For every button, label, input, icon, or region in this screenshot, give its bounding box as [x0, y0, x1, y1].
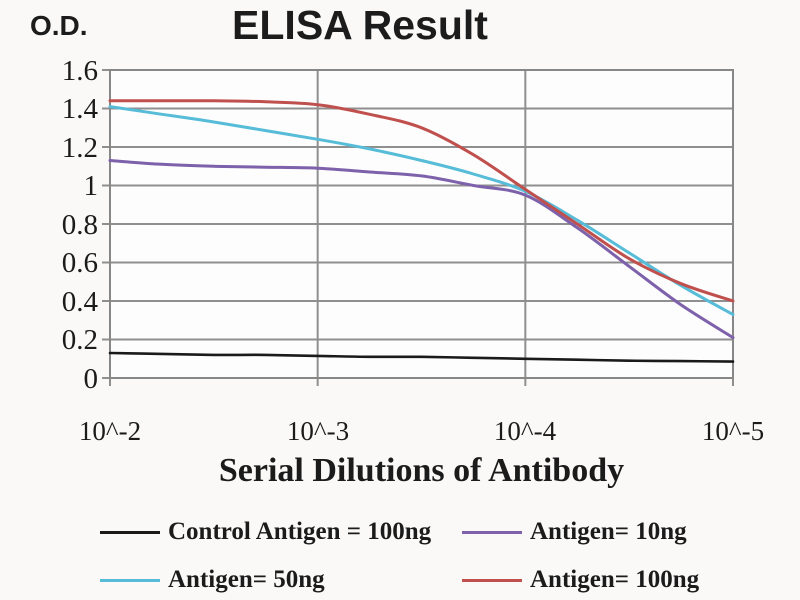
x-axis-title: Serial Dilutions of Antibody: [218, 452, 625, 489]
x-tick-label: 10^-4: [493, 416, 557, 446]
y-tick-label: 0.8: [61, 209, 98, 241]
chart-title: ELISA Result: [232, 2, 488, 48]
legend-item-control-antigen: Control Antigen = 100ng: [100, 517, 431, 547]
series-line-antigen-50ng: [108, 105, 735, 316]
legend-line-swatch: [462, 578, 522, 582]
y-tick-label: 0.6: [61, 247, 98, 279]
y-tick-label: 0: [83, 363, 99, 395]
y-tick-label: 1.6: [61, 55, 98, 87]
legend-label: Control Antigen = 100ng: [168, 518, 432, 545]
legend-line-swatch: [100, 530, 160, 534]
y-tick-label: 1: [83, 170, 99, 202]
legend-line-swatch: [100, 578, 160, 582]
x-tick-label: 10^-3: [286, 416, 350, 446]
legend-item-antigen-10ng: Antigen= 10ng: [462, 517, 687, 547]
x-tick-label: 10^-5: [701, 416, 765, 446]
legend-label: Antigen= 50ng: [168, 566, 325, 593]
legend-line-swatch: [462, 530, 522, 534]
legend-item-antigen-100ng: Antigen= 100ng: [462, 565, 699, 595]
legend-label: Antigen= 100ng: [530, 566, 700, 593]
y-tick-label: 0.4: [61, 286, 98, 318]
x-tick-label: 10^-2: [78, 416, 142, 446]
series-line-control-antigen-100ng: [108, 351, 735, 363]
y-tick-label: 1.4: [61, 93, 98, 125]
legend-item-antigen-50ng: Antigen= 50ng: [100, 565, 325, 595]
series-line-antigen-100ng: [108, 99, 735, 303]
series-line-antigen-10ng: [108, 159, 735, 340]
plot-border: [109, 69, 734, 379]
legend-label: Antigen= 10ng: [530, 518, 687, 545]
y-tick-label: 0.2: [61, 324, 98, 356]
y-tick-label: 1.2: [61, 132, 98, 164]
y-axis-title: O.D.: [30, 10, 88, 41]
